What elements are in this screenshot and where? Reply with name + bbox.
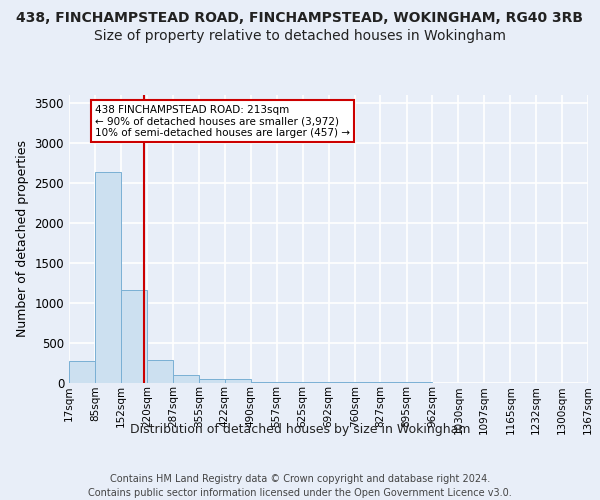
Text: 438 FINCHAMPSTEAD ROAD: 213sqm
← 90% of detached houses are smaller (3,972)
10% : 438 FINCHAMPSTEAD ROAD: 213sqm ← 90% of … — [95, 104, 350, 138]
Bar — [69, 361, 95, 382]
Bar — [95, 172, 121, 382]
Text: Distribution of detached houses by size in Wokingham: Distribution of detached houses by size … — [130, 422, 470, 436]
Text: Size of property relative to detached houses in Wokingham: Size of property relative to detached ho… — [94, 29, 506, 43]
Text: Contains HM Land Registry data © Crown copyright and database right 2024.: Contains HM Land Registry data © Crown c… — [110, 474, 490, 484]
Text: Contains public sector information licensed under the Open Government Licence v3: Contains public sector information licen… — [88, 488, 512, 498]
Bar — [147, 360, 173, 382]
Text: 438, FINCHAMPSTEAD ROAD, FINCHAMPSTEAD, WOKINGHAM, RG40 3RB: 438, FINCHAMPSTEAD ROAD, FINCHAMPSTEAD, … — [17, 11, 583, 25]
Bar — [224, 379, 251, 382]
Bar — [199, 378, 224, 382]
Bar — [121, 290, 147, 382]
Bar — [173, 376, 199, 382]
Y-axis label: Number of detached properties: Number of detached properties — [16, 140, 29, 337]
